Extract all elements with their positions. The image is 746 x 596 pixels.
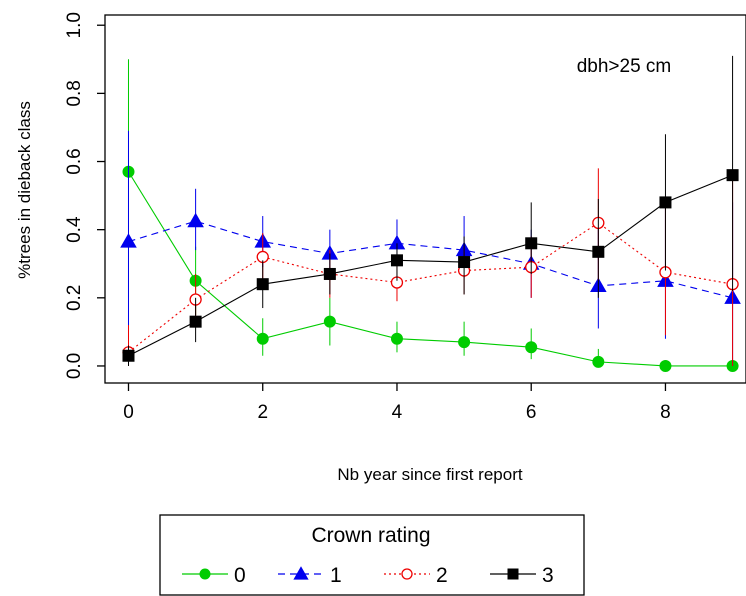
series-line	[128, 171, 733, 367]
legend-label: 0	[234, 564, 246, 587]
data-point	[525, 341, 538, 354]
data-point	[323, 315, 336, 328]
y-tick-label: 0.4	[64, 216, 85, 243]
data-point	[390, 332, 403, 345]
x-tick-label: 2	[257, 402, 268, 423]
data-point	[458, 256, 471, 269]
data-point	[122, 349, 135, 362]
x-tick-label: 4	[392, 402, 403, 423]
legend-marker	[401, 568, 413, 580]
axes-layer: %trees in dieback class Nb year since fi…	[15, 12, 746, 484]
x-tick-label: 0	[123, 402, 134, 423]
dbh-annotation: dbh>25 cm	[577, 56, 672, 77]
legend-marker	[293, 566, 309, 580]
y-tick-label: 0.6	[64, 148, 85, 174]
y-tick-label: 0.8	[64, 80, 85, 106]
data-point	[390, 254, 403, 267]
data-point	[659, 196, 672, 209]
data-point	[525, 237, 538, 250]
x-axis-title: Nb year since first report	[337, 465, 522, 484]
y-tick-label: 0.2	[64, 285, 85, 311]
legend-marker	[507, 568, 519, 580]
legend-label: 2	[436, 564, 448, 587]
data-point	[726, 169, 739, 182]
plot-layer	[120, 55, 741, 372]
legend-box	[159, 514, 585, 596]
legend-title: Crown rating	[311, 524, 430, 547]
series-line	[128, 174, 733, 357]
series-1	[120, 130, 741, 366]
series-line	[128, 222, 733, 353]
legend-marker	[199, 568, 211, 580]
series-0	[122, 59, 739, 372]
data-point	[323, 267, 336, 280]
y-tick-label: 1.0	[64, 12, 85, 38]
y-tick-label: 0.0	[64, 353, 85, 379]
series-2	[122, 168, 739, 366]
data-point	[592, 355, 605, 368]
legend: Crown rating 0 1 2 3	[159, 514, 585, 596]
data-point	[592, 245, 605, 258]
data-point	[187, 212, 204, 228]
legend-label: 1	[330, 564, 342, 587]
legend-label: 3	[542, 564, 554, 587]
data-point	[256, 278, 269, 291]
series-3	[122, 55, 739, 366]
data-point	[120, 233, 137, 248]
series-line	[128, 220, 733, 299]
x-tick-label: 6	[526, 402, 537, 423]
data-point	[659, 359, 672, 372]
x-tick-label: 8	[660, 402, 671, 423]
plot-frame	[104, 14, 746, 384]
data-point	[458, 336, 471, 349]
y-axis-title: %trees in dieback class	[15, 101, 34, 279]
data-point	[189, 315, 202, 328]
data-point	[256, 332, 269, 345]
